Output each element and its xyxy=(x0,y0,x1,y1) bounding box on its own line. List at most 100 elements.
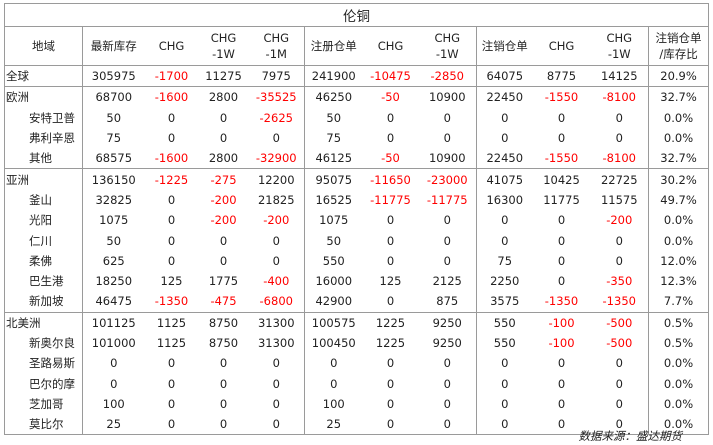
table-cell: 0.0% xyxy=(648,127,710,149)
copper-inventory-table-frame: 伦铜 地域 最新库存 CHG CHG -1W CHG -1M 注册仓单 CHG CHG -1W… xyxy=(3,3,710,443)
table-cell: 50 xyxy=(106,110,122,125)
table-cell: 25 xyxy=(304,414,363,436)
header-reg-chg-1w: CHG -1W xyxy=(418,26,477,66)
table-cell: 0 xyxy=(219,233,228,248)
table-cell: 10900 xyxy=(418,148,477,169)
location-name: 新加坡 xyxy=(4,291,83,313)
region-name: 亚洲 xyxy=(4,168,83,190)
table-cell: 0.0% xyxy=(648,373,710,394)
table-cell: 0.0% xyxy=(648,210,710,231)
table-row: 芝加哥 100 0 0 0 100 0 0 0 0 0 0.0% xyxy=(4,393,710,415)
table-cell: 30.2% xyxy=(648,168,710,190)
header-cancel-chg: CHG xyxy=(532,26,591,66)
table-cell: 0 xyxy=(219,356,228,371)
table-cell: 0 xyxy=(219,253,228,268)
table-cell: -1225 xyxy=(144,168,199,190)
location-name: 弗利辛恩 xyxy=(4,127,83,149)
table-cell: -350 xyxy=(590,270,649,292)
table-cell: 0 xyxy=(330,356,338,371)
location-name: 柔佛 xyxy=(4,250,83,271)
table-cell: 0 xyxy=(418,107,477,128)
table-cell: 21825 xyxy=(248,189,305,211)
table-row: 新奥尔良 101000 1125 8750 31300 100450 1225 9250 550… xyxy=(4,332,710,354)
table-cell: 0 xyxy=(590,107,649,128)
table-cell: -11650 xyxy=(362,168,419,190)
table-cell: 0 xyxy=(418,210,477,231)
header-cancel-ratio: 注销仓单 /库存比 xyxy=(648,26,710,66)
header-cancel-chg-1w: CHG -1W xyxy=(590,26,649,66)
table-cell: 41075 xyxy=(476,168,533,190)
table-cell: 550 xyxy=(476,311,533,333)
table-cell: 0.5% xyxy=(648,332,710,354)
region-row: 亚洲 136150 -1225 -275 12200 95075 -11650 -23000 4… xyxy=(4,168,710,190)
table-cell: 11575 xyxy=(590,189,649,211)
table-cell: 0 xyxy=(557,376,566,391)
table-cell: -200 xyxy=(248,210,305,231)
table-cell: -100 xyxy=(548,336,575,350)
table-cell: 0 xyxy=(386,213,395,228)
table-cell: 2125 xyxy=(418,270,477,292)
table-cell: 0 xyxy=(219,396,228,411)
table-cell: 12200 xyxy=(248,168,305,190)
table-row: 巴生港 18250 125 1775 -400 16000 125 2125 2250 0 -350… xyxy=(4,270,710,292)
table-cell: 0 xyxy=(386,376,395,391)
table-cell: 0 xyxy=(167,131,176,146)
table-row: 光阳 1075 0 -200 -200 1075 0 0 0 0 -200 0.0% xyxy=(4,210,710,231)
table-cell: 0 xyxy=(248,230,305,251)
table-cell: 31300 xyxy=(248,311,305,333)
table-cell: 0.0% xyxy=(648,393,710,415)
table-cell: 0 xyxy=(386,253,395,268)
table-cell: 0 xyxy=(501,213,509,228)
table-cell: 0 xyxy=(167,110,176,125)
table-cell: 125 xyxy=(379,274,402,289)
table-cell: 10425 xyxy=(532,168,591,190)
table-cell: 64075 xyxy=(476,64,533,87)
table-cell: 0 xyxy=(248,373,305,394)
table-cell: 0 xyxy=(167,213,176,228)
table-cell: 0 xyxy=(386,233,395,248)
table-cell: 0 xyxy=(386,356,395,371)
table-cell: 22450 xyxy=(476,86,533,108)
region-name: 全球 xyxy=(4,64,83,87)
table-cell: 0 xyxy=(386,110,395,125)
table-cell: 1075 xyxy=(99,213,129,228)
table-cell: 100 xyxy=(102,396,125,411)
table-cell: 0 xyxy=(501,356,509,371)
table-cell: 7975 xyxy=(248,64,305,87)
table-row: 弗利辛恩 75 0 0 0 75 0 0 0 0 0 0.0% xyxy=(4,127,710,149)
table-cell: 0 xyxy=(248,127,305,149)
header-cancelled-warrants: 注销仓单 xyxy=(476,26,533,66)
table-cell: 75 xyxy=(106,131,122,146)
table-cell: 241900 xyxy=(304,64,363,87)
table-row: 圣路易斯 0 0 0 0 0 0 0 0 0 0 0.0% xyxy=(4,353,710,374)
table-cell: 0 xyxy=(167,356,176,371)
location-name: 光阳 xyxy=(4,210,83,231)
table-cell: 0 xyxy=(167,376,176,391)
table-row: 其他 68575 -1600 2800 -32900 46125 -50 10900 22450… xyxy=(4,148,710,169)
table-cell: 0 xyxy=(418,373,477,394)
table-cell: 0 xyxy=(248,250,305,271)
table-cell: 32825 xyxy=(95,192,133,207)
table-cell: 68575 xyxy=(95,151,133,166)
table-cell: -35525 xyxy=(248,86,305,108)
table-cell: 75 xyxy=(326,131,342,146)
table-cell: 25 xyxy=(82,414,145,436)
table-cell: -50 xyxy=(362,86,419,108)
table-cell: 0 xyxy=(590,373,649,394)
table-cell: 1225 xyxy=(375,336,406,350)
table-cell: 0 xyxy=(418,393,477,415)
table-cell: 9250 xyxy=(418,311,477,333)
header-chg-1m: CHG -1M xyxy=(248,26,305,66)
table-cell: -1350 xyxy=(544,294,579,309)
table-cell: -23000 xyxy=(418,168,477,190)
table-cell: 8775 xyxy=(532,64,591,87)
table-cell: -100 xyxy=(532,311,591,333)
table-cell: -500 xyxy=(590,332,649,354)
table-cell: 16000 xyxy=(315,274,353,289)
table-cell: 18250 xyxy=(95,274,133,289)
table-cell: 0 xyxy=(557,110,566,125)
table-cell: 0 xyxy=(219,110,228,125)
region-name: 北美洲 xyxy=(4,311,83,333)
table-cell: 0 xyxy=(590,127,649,149)
table-cell: 0 xyxy=(590,414,649,436)
